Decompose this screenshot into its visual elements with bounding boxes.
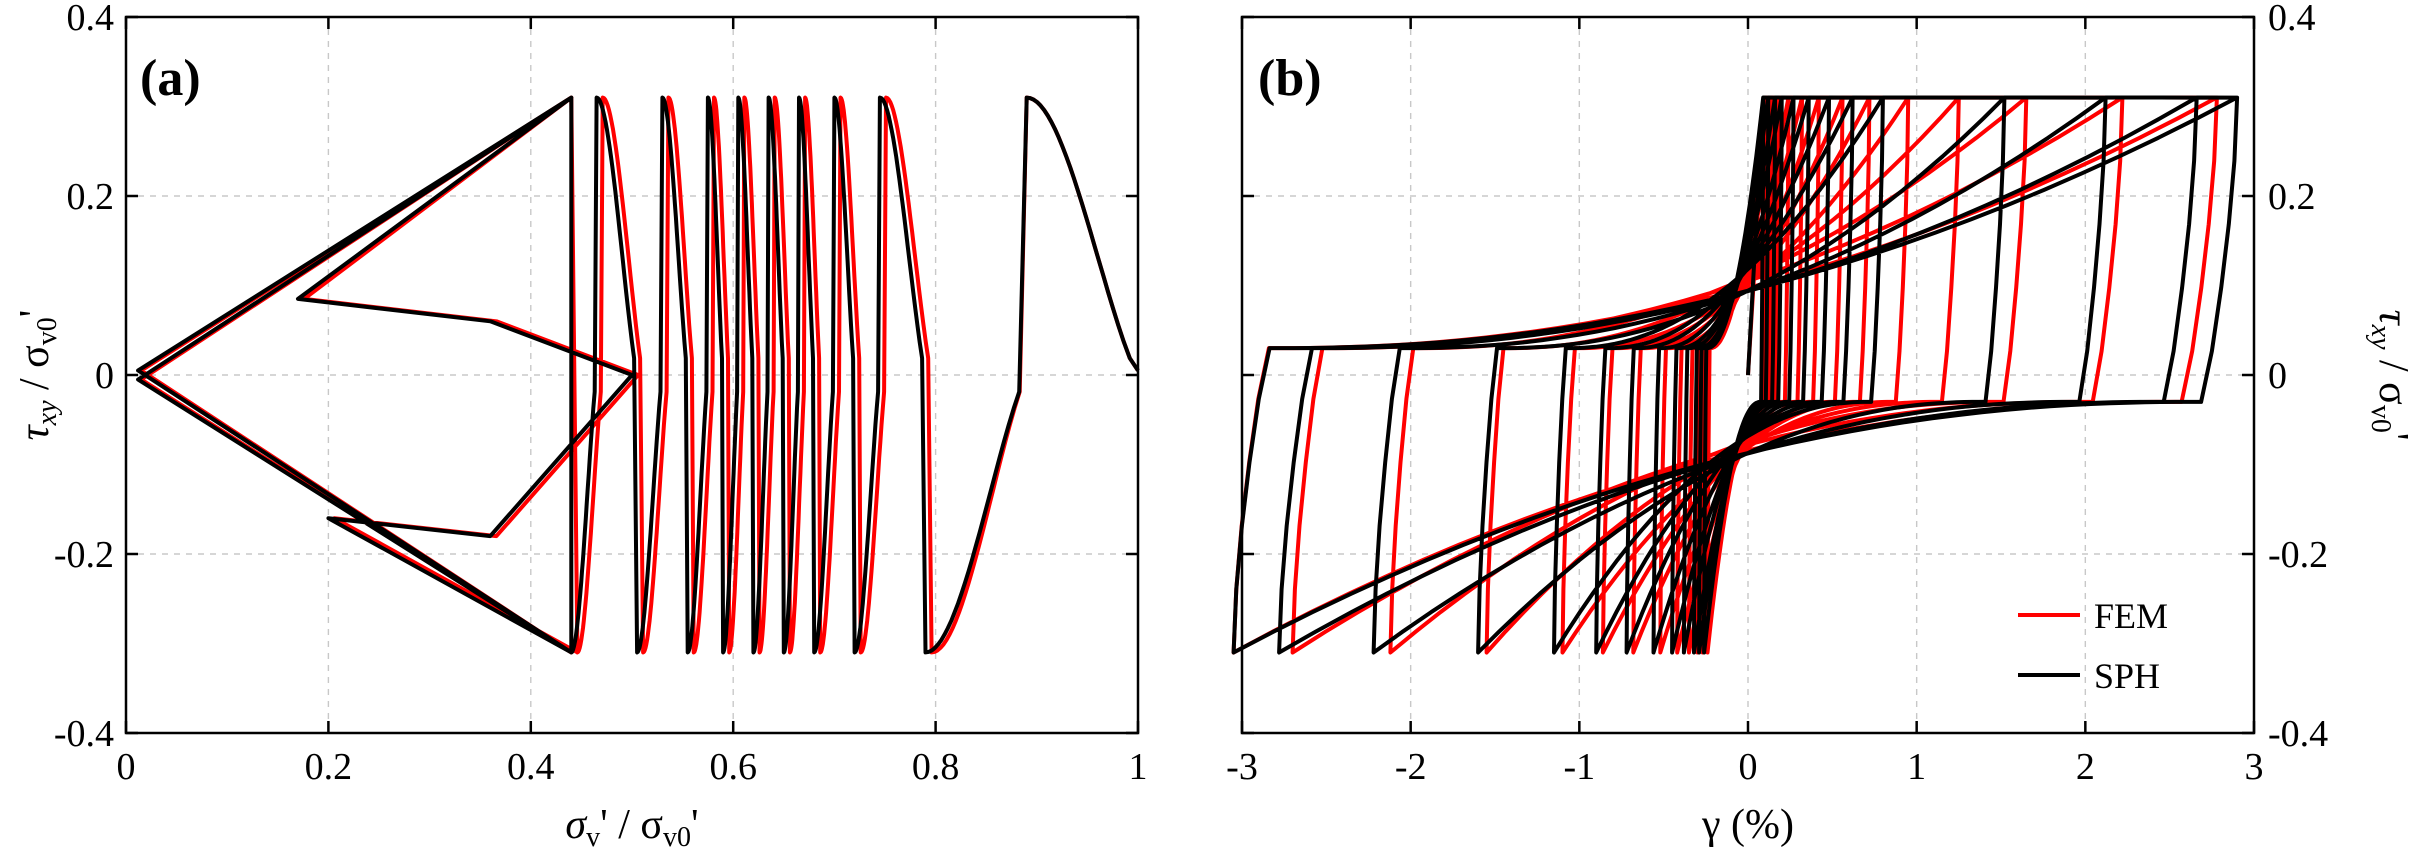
xtick-label-3: 0.6 xyxy=(709,746,757,788)
xtick-label-5: 1 xyxy=(1129,746,1148,788)
ytick-label-4: 0.4 xyxy=(67,0,115,39)
xtick-label-4: 0.8 xyxy=(912,746,960,788)
panel-b-curves xyxy=(1231,95,2240,655)
panel-b-ylabel: τxy / σv0' xyxy=(2365,310,2409,441)
ytick-label-1: -0.2 xyxy=(54,534,114,576)
panel-a-ylabel: τxy / σv0' xyxy=(12,310,63,441)
xtick-label-4: 1 xyxy=(1907,746,1926,788)
panel-b-xlabel: γ (%) xyxy=(1701,802,1794,848)
ytick-label-2: 0 xyxy=(95,355,114,397)
ytick-label-2: 0 xyxy=(2268,355,2287,397)
ytick-label-0: -0.4 xyxy=(2268,713,2328,755)
ytick-label-4: 0.4 xyxy=(2268,0,2316,39)
xtick-label-1: -2 xyxy=(1395,746,1427,788)
panel-a-curves xyxy=(136,95,1140,655)
panel-b-ticks: -3 -2 -1 0 1 2 3-0.4 -0.2 0 0.2 0.4 xyxy=(1226,0,2328,788)
panel-a: 0 0.2 0.4 0.6 0.8 1 -0.4 -0.2 0 0.2 0.4 (a) σv' / … xyxy=(12,0,1148,853)
panel-b: -3 -2 -1 0 1 2 3-0.4 -0.2 0 0.2 0.4 (b) γ (%) τxy … xyxy=(1226,0,2409,848)
xtick-label-0: -3 xyxy=(1226,746,1258,788)
ytick-label-1: -0.2 xyxy=(2268,534,2328,576)
panel-a-label: (a) xyxy=(140,50,201,107)
xtick-label-6: 3 xyxy=(2245,746,2264,788)
xtick-label-1: 0.2 xyxy=(305,746,353,788)
legend-fem-label: FEM xyxy=(2094,596,2168,636)
panel-b-series-sph xyxy=(1231,95,2240,655)
ytick-label-3: 0.2 xyxy=(2268,176,2316,218)
ytick-label-0: -0.4 xyxy=(54,713,114,755)
xtick-label-0: 0 xyxy=(117,746,136,788)
xtick-label-2: 0.4 xyxy=(507,746,555,788)
legend-sph-label: SPH xyxy=(2094,656,2160,696)
xtick-label-5: 2 xyxy=(2076,746,2095,788)
panel-a-xlabel: σv' / σv0' xyxy=(565,802,698,853)
ytick-label-3: 0.2 xyxy=(67,176,115,218)
legend: FEM SPH xyxy=(2018,596,2168,696)
panel-b-label: (b) xyxy=(1258,50,1322,107)
panel-a-series-fem xyxy=(139,95,1140,655)
panel-a-series-sph xyxy=(136,95,1140,655)
panel-a-ticks: 0 0.2 0.4 0.6 0.8 1 -0.4 -0.2 0 0.2 0.4 xyxy=(54,0,1148,788)
xtick-label-3: 0 xyxy=(1739,746,1758,788)
xtick-label-2: -1 xyxy=(1564,746,1596,788)
